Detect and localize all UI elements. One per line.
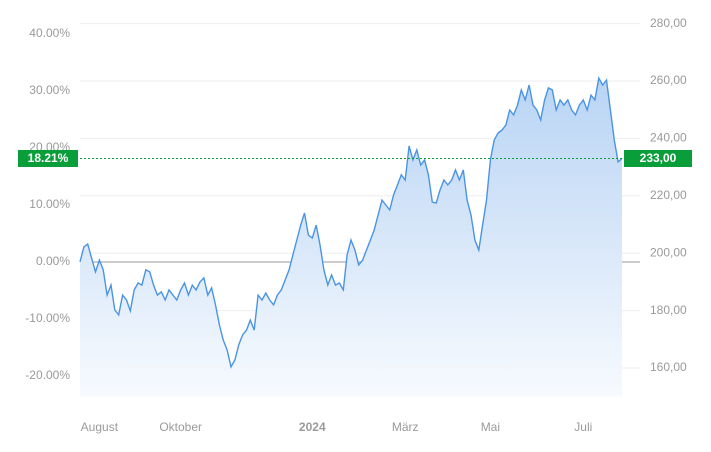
x-tick-label: Juli	[574, 420, 592, 434]
y-tick-label: 30.00%	[29, 83, 70, 97]
y2-tick-label: 180,00	[650, 303, 687, 317]
x-tick-label: Oktober	[159, 420, 202, 434]
y2-tick-label: 280,00	[650, 16, 687, 30]
x-tick-label: März	[392, 420, 419, 434]
y2-tick-label: 260,00	[650, 73, 687, 87]
change-tag	[18, 149, 78, 167]
x-tick-label: Mai	[481, 420, 500, 434]
y-tick-label: -10.00%	[25, 311, 70, 325]
price-tag	[624, 149, 692, 167]
y-tick-label: -20.00%	[25, 368, 70, 382]
y2-tick-label: 200,00	[650, 245, 687, 259]
y2-tick-label: 160,00	[650, 360, 687, 374]
price-line	[79, 76, 623, 369]
x-tick-label: 2024	[299, 420, 326, 434]
area	[80, 78, 622, 397]
x-tick-label: August	[81, 420, 119, 434]
y2-tick-label: 240,00	[650, 131, 687, 145]
y2-tick-label: 220,00	[650, 188, 687, 202]
y-tick-label: 40.00%	[29, 26, 70, 40]
change-label: 18.21%	[28, 151, 69, 165]
price-label: 233,00	[640, 151, 677, 165]
y-tick-label: 10.00%	[29, 197, 70, 211]
y-tick-label: 0.00%	[36, 254, 70, 268]
